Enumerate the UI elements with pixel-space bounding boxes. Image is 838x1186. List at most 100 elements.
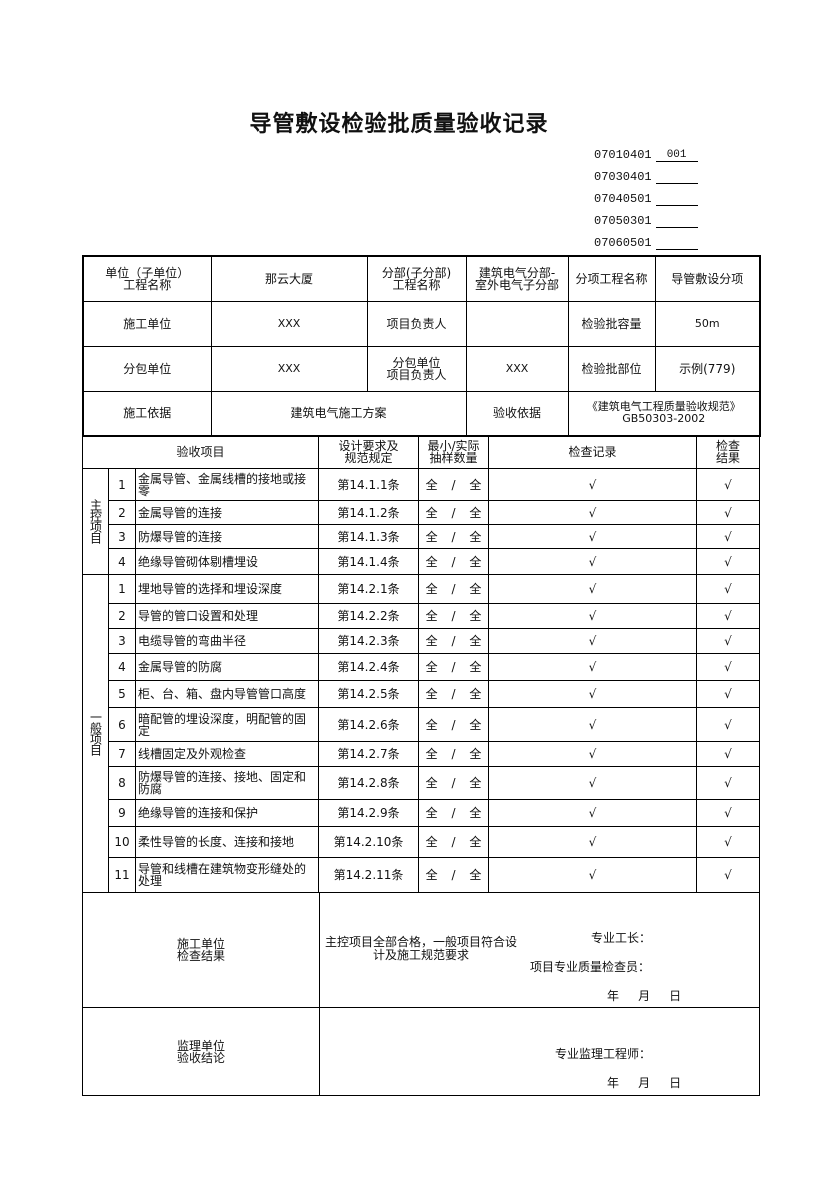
header-design: 设计要求及 规范规定	[318, 435, 419, 469]
item-no: 3	[108, 628, 136, 654]
item-no: 9	[108, 799, 136, 827]
header-result: 检查 结果	[696, 435, 760, 469]
item-name: 埋地导管的选择和埋设深度	[135, 574, 319, 604]
contractor-check-label: 施工单位 检查结果	[83, 892, 320, 1007]
table-row: 4 金属导管的防腐 第14.2.4条 全 / 全 √ √	[83, 653, 760, 681]
item-clause: 第14.2.8条	[318, 766, 419, 800]
table-row: 主控项目 1 金属导管、金属线槽的接地或接零 第14.1.1条 全 / 全 √ √	[82, 468, 760, 575]
header-sample: 最小/实际 抽样数量	[418, 435, 489, 469]
item-result: √	[696, 603, 760, 629]
item-record: √	[488, 548, 697, 575]
code-list: 07010401 001 07030401 07040501 07050301 07060…	[594, 146, 698, 256]
group-label: 主控项目	[82, 468, 109, 575]
table-row: 3 防爆导管的连接 第14.1.3条 全 / 全 √ √	[83, 524, 760, 549]
table-row: 5 柜、台、箱、盘内导管管口高度 第14.2.5条 全 / 全 √ √	[83, 680, 760, 708]
item-name: 柜、台、箱、盘内导管管口高度	[135, 680, 319, 708]
code-number: 07060501	[594, 236, 652, 250]
code-row: 07060501	[594, 234, 698, 256]
code-value	[655, 212, 698, 228]
subitem-value: 导管敷设分项	[654, 255, 761, 302]
item-record: √	[488, 826, 697, 858]
table-row: 9 绝缘导管的连接和保护 第14.2.9条 全 / 全 √ √	[83, 799, 760, 827]
table-row: 6 暗配管的埋设深度，明配管的固定 第14.2.6条 全 / 全 √ √	[83, 707, 760, 742]
pm-label: 项目负责人	[366, 300, 467, 347]
item-sample: 全 / 全	[418, 628, 489, 654]
subcontractor-label: 分包单位	[82, 345, 212, 392]
contractor-check-section: 施工单位 检查结果 主控项目全部合格，一般项目符合设 计及施工规范要求 专业工长…	[82, 892, 760, 1008]
unit-label: 单位（子单位） 工程名称	[82, 255, 212, 302]
item-no: 5	[108, 680, 136, 708]
item-name: 暗配管的埋设深度，明配管的固定	[135, 707, 319, 742]
item-no: 4	[108, 653, 136, 681]
item-clause: 第14.2.7条	[318, 741, 419, 767]
item-result: √	[696, 857, 760, 893]
item-no: 3	[108, 524, 136, 549]
item-sample: 全 / 全	[418, 468, 489, 501]
item-result: √	[696, 500, 760, 525]
contractor-date: 年 月 日	[607, 989, 682, 1003]
item-no: 1	[108, 468, 136, 501]
item-sample: 全 / 全	[418, 524, 489, 549]
inspector-label: 项目专业质量检查员：	[530, 960, 651, 974]
item-name: 导管和线槽在建筑物变形缝处的处理	[135, 857, 319, 893]
item-no: 7	[108, 741, 136, 767]
item-sample: 全 / 全	[418, 680, 489, 708]
code-value	[655, 168, 698, 184]
item-no: 10	[108, 826, 136, 858]
item-no: 6	[108, 707, 136, 742]
table-row: 11 导管和线槽在建筑物变形缝处的处理 第14.2.11条 全 / 全 √ √	[83, 857, 760, 893]
item-record: √	[488, 524, 697, 549]
item-name: 电缆导管的弯曲半径	[135, 628, 319, 654]
item-clause: 第14.1.3条	[318, 524, 419, 549]
table-row: 7 线槽固定及外观检查 第14.2.7条 全 / 全 √ √	[83, 741, 760, 767]
item-sample: 全 / 全	[418, 574, 489, 604]
item-sample: 全 / 全	[418, 603, 489, 629]
location-label: 检验批部位	[567, 345, 656, 392]
item-name: 防爆导管的连接、接地、固定和防腐	[135, 766, 319, 800]
group-label: 一般项目	[82, 574, 109, 893]
item-name: 绝缘导管砌体剔槽埋设	[135, 548, 319, 575]
inspection-table: 验收项目 设计要求及 规范规定 最小/实际 抽样数量 检查记录 检查 结果 主控…	[82, 435, 760, 893]
item-clause: 第14.2.5条	[318, 680, 419, 708]
item-sample: 全 / 全	[418, 766, 489, 800]
item-result: √	[696, 799, 760, 827]
subitem-label: 分项工程名称	[567, 255, 656, 302]
item-sample: 全 / 全	[418, 826, 489, 858]
item-record: √	[488, 653, 697, 681]
item-clause: 第14.2.10条	[318, 826, 419, 858]
code-row: 07050301	[594, 212, 698, 234]
supervisor-check-label: 监理单位 验收结论	[83, 1008, 320, 1095]
capacity-value: 50m	[654, 300, 761, 347]
item-record: √	[488, 799, 697, 827]
supervisor-date: 年 月 日	[607, 1076, 682, 1090]
code-value	[655, 234, 698, 250]
code-number: 07010401	[594, 148, 652, 162]
item-result: √	[696, 548, 760, 575]
foreman-label: 专业工长：	[591, 931, 652, 945]
basis-value: 建筑电气施工方案	[210, 390, 467, 437]
sub-pm-value: XXX	[465, 345, 569, 392]
location-value: 示例(779)	[654, 345, 761, 392]
item-clause: 第14.2.11条	[318, 857, 419, 893]
item-result: √	[696, 653, 760, 681]
pm-value	[465, 300, 569, 347]
item-record: √	[488, 628, 697, 654]
page-title: 导管敷设检验批质量验收记录	[249, 111, 549, 137]
item-result: √	[696, 766, 760, 800]
item-clause: 第14.1.2条	[318, 500, 419, 525]
item-clause: 第14.2.1条	[318, 574, 419, 604]
item-result: √	[696, 574, 760, 604]
contractor-label: 施工单位	[82, 300, 212, 347]
item-record: √	[488, 857, 697, 893]
item-record: √	[488, 603, 697, 629]
sub-pm-label: 分包单位 项目负责人	[366, 345, 467, 392]
header-item: 验收项目	[82, 435, 319, 469]
division-value: 建筑电气分部- 室外电气子分部	[465, 255, 569, 302]
item-no: 1	[108, 574, 136, 604]
acceptance-basis-label: 验收依据	[465, 390, 569, 437]
item-name: 金属导管的连接	[135, 500, 319, 525]
item-name: 导管的管口设置和处理	[135, 603, 319, 629]
item-clause: 第14.2.2条	[318, 603, 419, 629]
table-row: 2 金属导管的连接 第14.1.2条 全 / 全 √ √	[83, 500, 760, 525]
item-record: √	[488, 680, 697, 708]
